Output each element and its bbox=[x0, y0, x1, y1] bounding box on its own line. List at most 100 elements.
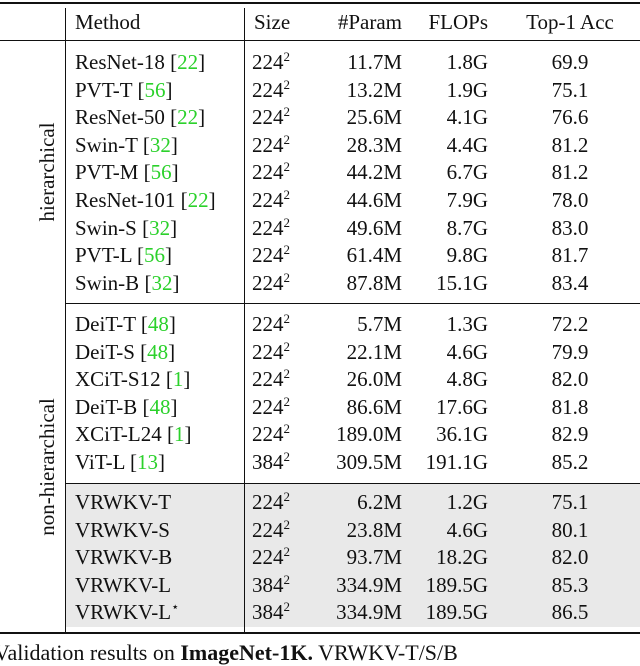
size-cell: 2242 bbox=[252, 517, 290, 543]
params-cell: 87.8M bbox=[346, 270, 402, 295]
method-name: ResNet-18 bbox=[75, 50, 165, 74]
params-cell: 11.7M bbox=[347, 50, 402, 74]
citation-number: 48 bbox=[147, 312, 169, 336]
size-base: 224 bbox=[252, 517, 284, 542]
method-name: Swin-T bbox=[75, 132, 138, 157]
size-exp: 2 bbox=[283, 131, 291, 147]
size-base: 224 bbox=[252, 243, 284, 268]
citation-number: 48 bbox=[149, 394, 171, 419]
method-cell: PVT-L 56 bbox=[75, 242, 172, 268]
method-name: XCiT-L24 bbox=[75, 422, 162, 447]
citation: 56 bbox=[137, 243, 172, 267]
size-exp: 2 bbox=[283, 214, 291, 230]
size-base: 224 bbox=[252, 215, 284, 240]
caption-text: ImageNet-1K. bbox=[180, 640, 313, 665]
flops-cell: 15.1G bbox=[436, 270, 488, 295]
size-base: 224 bbox=[252, 394, 284, 419]
method-cell: ResNet-50 22 bbox=[75, 104, 205, 130]
top1-cell: 86.5 bbox=[551, 600, 589, 624]
citation: 22 bbox=[181, 188, 216, 212]
top1-cell: 82.0 bbox=[551, 367, 589, 392]
method-cell: VRWKV-S bbox=[75, 517, 170, 543]
top1-cell: 72.2 bbox=[551, 312, 589, 336]
size-cell: 2242 bbox=[252, 489, 290, 515]
caption-text: VRWKV-T/S/B bbox=[318, 640, 458, 665]
flops-cell: 9.8G bbox=[446, 243, 488, 268]
citation-number: 32 bbox=[151, 270, 173, 295]
size-exp: 2 bbox=[283, 599, 291, 614]
size-base: 224 bbox=[252, 367, 284, 392]
params-cell: 5.7M bbox=[357, 312, 402, 336]
method-cell: XCiT-L24 1 bbox=[75, 421, 191, 447]
citation-number: 56 bbox=[144, 243, 166, 268]
size-cell: 2242 bbox=[252, 159, 290, 185]
size-exp: 2 bbox=[283, 242, 291, 258]
size-base: 224 bbox=[252, 105, 284, 130]
method-name: XCiT-S12 bbox=[75, 367, 161, 392]
params-cell: 22.1M bbox=[346, 339, 402, 364]
method-cell: PVT-M 56 bbox=[75, 159, 179, 185]
size-base: 224 bbox=[252, 77, 284, 102]
params-cell: 93.7M bbox=[346, 545, 402, 569]
citation: 32 bbox=[143, 133, 178, 157]
size-exp: 2 bbox=[283, 516, 291, 532]
flops-cell: 18.2G bbox=[436, 545, 488, 569]
size-cell: 2242 bbox=[252, 49, 290, 75]
flops-cell: 1.8G bbox=[446, 50, 488, 74]
params-cell: 6.2M bbox=[357, 490, 402, 514]
top1-cell: 81.7 bbox=[551, 243, 589, 268]
citation: 13 bbox=[130, 450, 165, 474]
header-cell: #Param bbox=[337, 10, 402, 34]
params-cell: 44.2M bbox=[346, 160, 402, 185]
method-cell: Swin-B 32 bbox=[75, 270, 179, 296]
method-cell: VRWKV-B bbox=[75, 544, 172, 570]
flops-cell: 4.4G bbox=[446, 132, 488, 157]
citation-number: 22 bbox=[187, 188, 209, 212]
flops-cell: 36.1G bbox=[436, 422, 488, 447]
method-name: DeiT-S bbox=[75, 339, 135, 364]
flops-cell: 191.1G bbox=[425, 450, 488, 474]
method-cell: VRWKV-T bbox=[75, 489, 171, 515]
method-cell: VRWKV-L bbox=[75, 572, 171, 598]
top1-cell: 82.9 bbox=[551, 422, 589, 447]
method-name: ViT-L bbox=[75, 450, 125, 474]
size-cell: 3842 bbox=[252, 449, 290, 475]
citation: 1 bbox=[167, 422, 192, 446]
header-cell: Top-1 Acc bbox=[526, 10, 614, 34]
citation: 56 bbox=[137, 78, 172, 102]
size-base: 224 bbox=[252, 490, 284, 514]
top1-cell: 78.0 bbox=[551, 188, 589, 212]
flops-cell: 1.2G bbox=[446, 490, 488, 514]
method-cell: DeiT-S 48 bbox=[75, 339, 175, 365]
method-cell: Swin-T 32 bbox=[75, 132, 178, 158]
top1-cell: 76.6 bbox=[551, 105, 589, 130]
params-cell: 86.6M bbox=[346, 394, 402, 419]
size-base: 384 bbox=[252, 600, 284, 624]
params-cell: 26.0M bbox=[346, 367, 402, 392]
params-cell: 49.6M bbox=[346, 215, 402, 240]
rule bbox=[66, 483, 640, 484]
top1-cell: 75.1 bbox=[551, 490, 589, 514]
citation-number: 22 bbox=[177, 105, 199, 130]
flops-cell: 189.5G bbox=[425, 600, 488, 624]
size-base: 224 bbox=[252, 50, 284, 74]
size-base: 224 bbox=[252, 188, 284, 212]
citation-number: 32 bbox=[149, 215, 171, 240]
top1-cell: 79.9 bbox=[551, 339, 589, 364]
flops-cell: 8.7G bbox=[446, 215, 488, 240]
method-name: Swin-S bbox=[75, 215, 137, 240]
citation: 56 bbox=[144, 160, 179, 184]
top1-cell: 81.2 bbox=[551, 132, 589, 157]
size-base: 224 bbox=[252, 545, 284, 569]
size-exp: 2 bbox=[283, 421, 291, 437]
size-exp: 2 bbox=[283, 49, 291, 64]
size-cell: 2242 bbox=[252, 242, 290, 268]
size-cell: 2242 bbox=[252, 339, 290, 365]
flops-cell: 4.8G bbox=[446, 367, 488, 392]
method-cell: VRWKV-L⋆ bbox=[75, 599, 179, 625]
header-cell: Method bbox=[75, 10, 141, 34]
size-exp: 2 bbox=[283, 76, 291, 92]
method-name: PVT-M bbox=[75, 160, 139, 185]
size-base: 384 bbox=[252, 572, 284, 597]
